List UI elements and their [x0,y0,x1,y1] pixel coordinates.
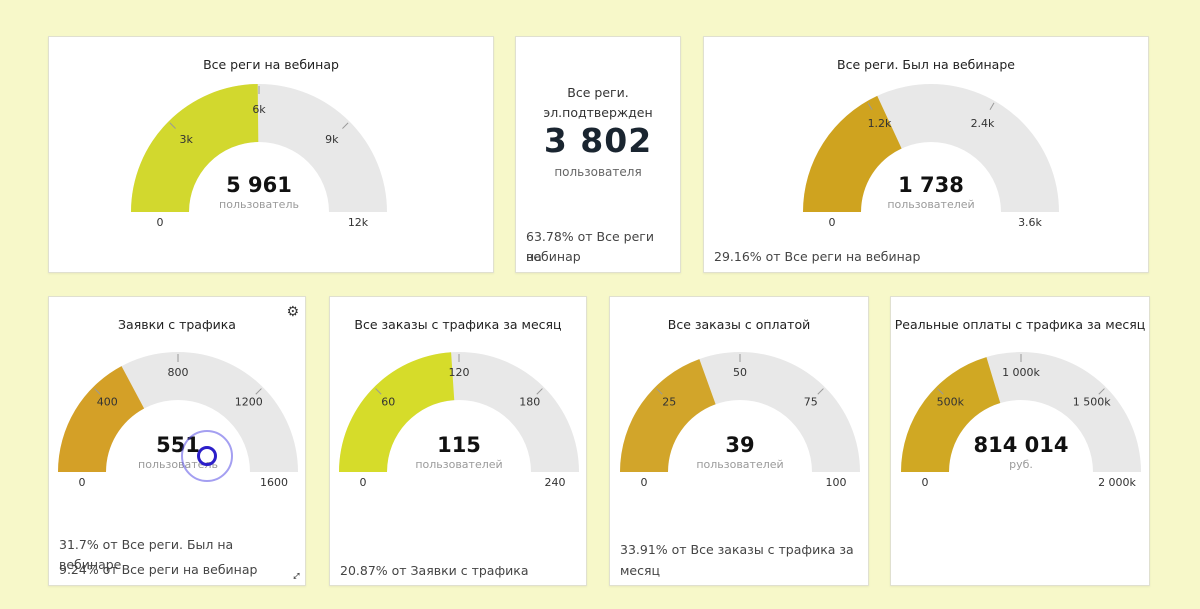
gauge-fill [620,359,716,472]
gauge-value: 814 014 [974,433,1069,457]
gauge-tick-label: 9k [325,133,339,146]
gauge-tick-mark [989,102,995,111]
kpi-title-line1: Все реги. [567,85,629,100]
gauge-tick-label: 0 [360,476,367,489]
gauge-tick-label: 1.2k [868,117,892,130]
kpi-title-line2: эл.подтвержден [543,105,653,120]
gauge-fill [131,84,259,212]
gauge-tick-label: 240 [545,476,566,489]
gauge-tick-mark [536,388,543,395]
gauge-tick-label: 0 [829,216,836,229]
gauge-tick-label: 3k [179,133,193,146]
gauge-tick-label: 1 000k [1002,366,1040,379]
gauge-fill [803,95,902,212]
gauge-value: 1 738 [898,173,964,197]
gauge-tick-mark [656,388,663,395]
card-title: Все заказы с трафика за месяц [354,317,562,332]
gauge-unit: пользователей [887,198,974,211]
gear-icon[interactable]: ⚙ [286,303,299,319]
card-footer-line: месяц [620,563,661,578]
card-footer-line: 9.24% от Все реги на вебинар [59,562,258,577]
gauge-fill [339,352,455,472]
gauge-unit: пользователей [696,458,783,471]
card-footer-line: 33.91% от Все заказы с трафика за [620,542,854,557]
gauge-tick-label: 0 [79,476,86,489]
gauge-tick-label: 50 [733,366,747,379]
kpi-footer-line1: 63.78% от Все реги на [526,229,654,264]
cursor-ring [181,430,233,482]
kpi-value: 3 802 [543,121,653,160]
gauge-value: 115 [437,433,481,457]
card-footer-line: 20.87% от Заявки с трафика [340,563,529,578]
gauge-tick-label: 12k [348,216,369,229]
card-title: Все реги. Был на вебинаре [837,57,1015,72]
cursor-dot [197,446,217,466]
gauge-tick-label: 120 [449,366,470,379]
gauge-card-paid-orders[interactable]: 0 25 50 75 100 39 пользователей Все заказы с о… [609,296,869,586]
gauge-tick-label: 100 [826,476,847,489]
gauge-tick-label: 2.4k [971,117,995,130]
gauge-tick-label: 6k [252,103,266,116]
card-footer-line: 29.16% от Все реги на вебинар [714,249,921,264]
gauge-tick-mark [342,122,349,129]
gauge-tick-mark [1098,388,1105,395]
gauge-tick-label: 400 [97,395,118,408]
gauge-fill [58,366,145,472]
card-footer-line: 31.7% от Все реги. Был на вебинаре [59,537,234,572]
kpi-card-email-confirmed[interactable]: Все реги. эл.подтвержден 3 802 пользоват… [515,36,681,273]
gauge-tick-label: 500k [937,395,965,408]
gauge-unit: руб. [1009,458,1033,471]
gauge-card-attended-webinar[interactable]: 0 1.2k 2.4k 3.6k 1 738 пользователей Все реги… [703,36,1149,273]
gauge-tick-mark [255,388,262,395]
gauge-tick-mark [375,388,382,395]
gauge-unit: пользователь [219,198,299,211]
gauge-tick-label: 2 000k [1098,476,1136,489]
card-title: Заявки с трафика [118,317,236,332]
gauge-unit: пользователей [415,458,502,471]
gauge-value: 39 [725,433,754,457]
gauge-value: 5 961 [226,173,292,197]
card-title: Все заказы с оплатой [667,317,811,332]
gauge-tick-label: 75 [804,395,818,408]
gauge-tick-mark [867,102,873,111]
gauge-tick-label: 1 500k [1073,395,1111,408]
gauge-tick-label: 3.6k [1018,216,1042,229]
card-title: Все реги на вебинар [203,57,339,72]
gauge-fill [901,357,1001,472]
kpi-unit: пользователя [554,165,642,179]
kpi-footer-line2: вебинар [526,249,581,264]
gauge-tick-mark [937,388,944,395]
gauge-tick-label: 0 [157,216,164,229]
gauge-tick-mark [817,388,824,395]
gauge-tick-mark [94,388,101,395]
gauge-card-orders-month[interactable]: 0 60 120 180 240 115 пользователей Все заказы … [329,296,587,586]
gauge-tick-label: 0 [922,476,929,489]
gauge-tick-label: 180 [519,395,540,408]
card-title: Реальные оплаты с трафика за месяц [894,317,1146,332]
gauge-tick-label: 25 [662,395,676,408]
gauge-tick-label: 60 [381,395,395,408]
gauge-tick-label: 800 [168,366,189,379]
gauge-card-traffic-requests[interactable]: 0 400 800 1200 1600 551 пользователь Заявки с … [48,296,306,586]
gauge-tick-mark [169,122,176,129]
gauge-tick-label: 1200 [235,395,263,408]
gauge-tick-label: 1600 [260,476,288,489]
gauge-card-all-regs[interactable]: 0 3k 6k 9k 12k 5 961 пользователь Все реги на … [48,36,494,273]
gauge-card-real-payments[interactable]: 0 500k 1 000k 1 500k 2 000k 814 014 руб. Реаль… [890,296,1150,586]
gauge-tick-label: 0 [641,476,648,489]
